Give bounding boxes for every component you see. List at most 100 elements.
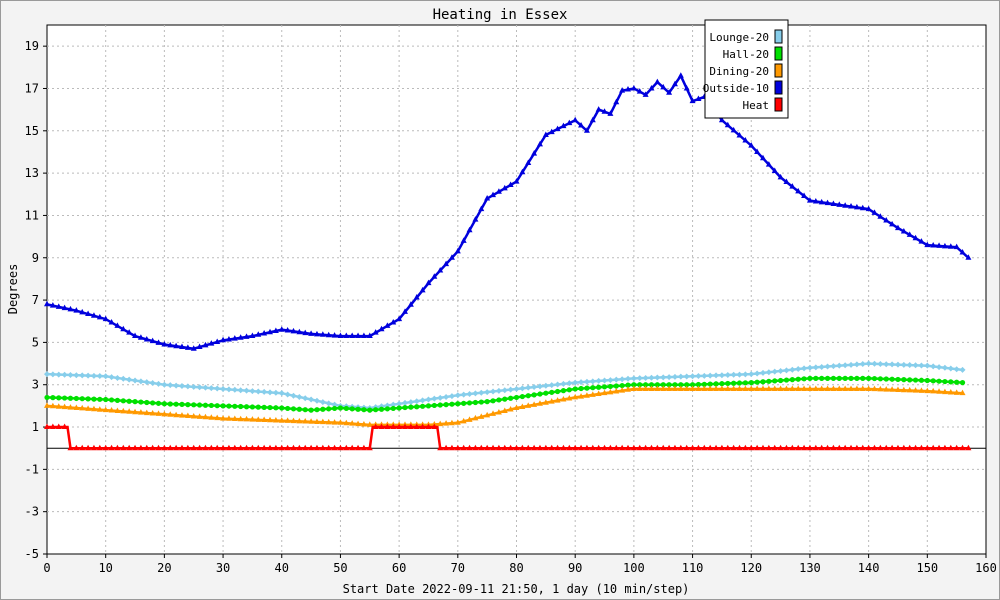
legend-label: Outside-10 [703,82,769,95]
data-point [818,444,825,451]
data-point [736,380,743,386]
data-point [824,375,831,381]
data-point [102,315,109,322]
data-point [178,343,185,350]
data-point [695,444,702,451]
data-point [630,444,637,451]
data-point [443,420,450,426]
data-point [683,84,690,91]
data-point [871,375,878,382]
data-point [55,403,62,409]
data-point [630,375,637,382]
data-point [836,362,843,369]
y-tick-label: 17 [25,81,39,95]
data-point [959,444,966,451]
data-point [689,385,696,391]
data-point [724,371,731,378]
data-point [513,394,520,401]
data-point [431,273,438,279]
data-point [542,382,549,389]
data-point [237,444,244,451]
data-point [830,444,837,451]
data-point [255,331,262,337]
data-point [625,375,632,382]
data-point [666,374,673,381]
data-point [742,380,748,386]
data-point [889,386,896,392]
data-point [543,390,549,396]
data-point [161,444,168,451]
data-point [789,183,796,189]
data-point [924,241,931,248]
data-point [173,342,180,349]
data-point [930,444,937,451]
data-point [853,385,860,391]
data-point [284,327,291,333]
legend: Lounge-20 Hall-20 Dining-20 Outside-10 Heat [703,19,789,119]
data-point [372,423,379,430]
data-point [660,382,666,388]
data-point [854,375,860,381]
data-point [79,308,86,315]
data-point [313,418,320,424]
data-point [443,444,450,451]
data-point [866,375,872,381]
data-point [161,410,168,417]
data-point [320,406,326,412]
data-point [278,326,285,332]
data-point [85,372,92,379]
data-point [202,444,209,451]
data-point [812,197,819,204]
data-point [596,384,602,390]
data-point [842,385,849,391]
data-point [619,387,626,393]
data-point [448,419,455,426]
data-point [184,412,191,419]
data-point [777,173,784,180]
data-point [302,395,309,402]
data-point [589,444,596,451]
legend-swatch [774,46,783,61]
data-point [936,364,943,371]
data-point [519,393,525,400]
data-point [736,385,743,391]
data-point [349,406,355,412]
data-point [613,98,620,105]
x-tick-label: 80 [509,561,523,575]
data-point [313,330,320,337]
data-point [49,371,56,378]
data-point [607,444,614,451]
data-point [478,389,485,396]
y-tick-label: -5 [25,547,39,561]
y-tick-label: 3 [32,378,39,392]
data-point [355,406,361,412]
data-point [947,388,954,395]
data-point [231,386,238,393]
data-point [284,444,291,451]
data-point [959,380,966,386]
data-point [220,385,227,392]
data-point [566,380,573,387]
legend-label: Lounge-20 [709,31,769,44]
data-point [249,404,256,410]
data-point [178,382,185,389]
data-point [249,388,256,395]
data-point [103,396,109,403]
data-point [167,401,173,407]
data-point [677,444,684,451]
data-point [196,402,203,408]
data-point [894,444,901,451]
data-point [243,415,250,422]
data-point [490,191,497,198]
data-point [161,381,168,388]
data-point [208,402,214,409]
data-point [572,386,578,392]
x-tick-label: 40 [275,561,289,575]
data-point [79,396,85,402]
data-point [566,387,572,393]
data-point [413,423,420,430]
data-point [578,379,585,386]
data-point [108,374,115,381]
data-point [308,396,315,403]
